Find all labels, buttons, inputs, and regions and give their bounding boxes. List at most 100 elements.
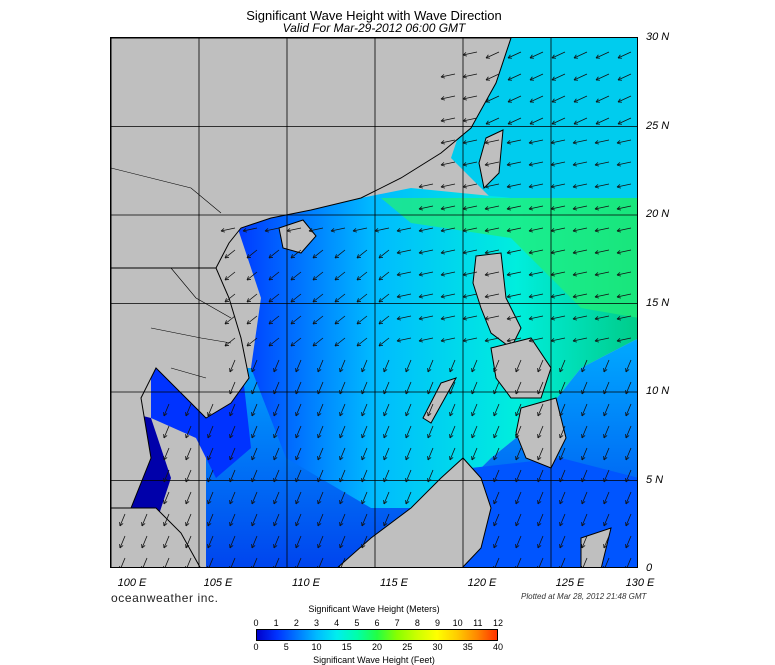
wave-arrow-head	[594, 338, 599, 342]
wave-arrow-head	[273, 413, 278, 417]
wave-arrow-head	[383, 479, 388, 483]
wave-arrow-head	[268, 298, 271, 303]
wave-arrow-head	[625, 369, 630, 373]
lat-label-20n: 20 N	[646, 208, 670, 220]
wave-arrow-head	[418, 228, 423, 232]
wave-arrow-head	[550, 206, 555, 210]
wave-arrow-head	[142, 567, 145, 568]
wave-arrow	[427, 381, 434, 395]
wave-arrow-head	[330, 230, 335, 233]
wave-arrow	[440, 271, 456, 276]
wave-arrow-head	[484, 184, 489, 188]
wave-arrow	[334, 271, 346, 281]
wave-arrow-head	[246, 344, 252, 347]
wave-arrow	[581, 359, 588, 373]
wave-arrow	[572, 337, 588, 342]
wave-arrow	[626, 557, 632, 567]
wave-arrow	[418, 337, 434, 342]
wave-arrow-head	[356, 278, 362, 281]
wave-arrow	[334, 249, 346, 259]
wave-arrow-head	[378, 298, 381, 303]
wave-arrow	[418, 293, 434, 298]
feet-tick-label: 30	[432, 642, 443, 652]
wave-arrow	[537, 381, 544, 395]
wave-arrow	[603, 403, 610, 417]
wave-arrow	[295, 381, 302, 395]
wave-arrow	[462, 337, 478, 342]
wave-arrow	[207, 425, 214, 439]
wave-arrow-head	[273, 545, 278, 549]
wave-arrow-head	[295, 479, 300, 483]
wave-arrow-head	[418, 294, 423, 298]
wave-arrow	[559, 447, 566, 461]
wave-arrow	[141, 513, 148, 527]
wave-arrow-head	[485, 98, 489, 103]
wave-arrow-head	[242, 230, 247, 233]
wave-arrow-head	[595, 120, 599, 125]
wave-arrow	[268, 271, 280, 281]
wave-arrow-head	[268, 300, 274, 303]
wave-arrow	[581, 491, 588, 505]
wave-arrow-head	[312, 254, 315, 259]
wave-arrow-head	[484, 140, 489, 144]
wave-arrow	[440, 205, 456, 210]
wave-arrow-head	[462, 208, 467, 211]
wave-arrow	[273, 469, 280, 483]
wave-arrow-head	[246, 256, 252, 259]
wave-arrow	[290, 271, 302, 281]
wave-arrow-head	[339, 479, 344, 483]
wave-arrow-head	[229, 479, 234, 483]
wave-arrow	[339, 381, 346, 395]
wave-arrow	[494, 557, 500, 567]
wave-arrow-head	[185, 457, 190, 461]
wave-arrow	[163, 491, 170, 505]
wave-arrow-head	[418, 272, 423, 276]
wave-arrow-head	[224, 320, 227, 325]
wave-arrow-head	[339, 391, 344, 395]
wave-arrow	[312, 293, 324, 303]
wave-arrow	[273, 381, 280, 395]
wave-arrow-head	[361, 369, 366, 373]
wave-arrow	[246, 315, 258, 325]
wave-arrow	[449, 359, 456, 373]
wave-arrow	[440, 227, 456, 232]
wave-arrow-head	[334, 300, 340, 303]
wave-arrow-head	[550, 316, 555, 320]
wave-arrow-head	[581, 435, 586, 439]
wave-arrow-head	[581, 413, 586, 417]
wave-arrow	[449, 403, 456, 417]
wave-arrow-head	[506, 142, 511, 145]
wave-arrow-head	[427, 391, 432, 395]
wave-arrow-head	[462, 164, 467, 167]
wave-arrow-head	[286, 228, 291, 232]
wave-arrow-head	[339, 413, 344, 417]
wave-arrow	[427, 447, 434, 461]
chart-subtitle: Valid For Mar-29-2012 06:00 GMT	[282, 21, 466, 35]
wave-arrow-head	[485, 120, 489, 125]
wave-arrow-head	[440, 118, 445, 122]
wave-arrow-head	[594, 230, 599, 233]
wave-arrow	[471, 403, 478, 417]
wave-arrow-head	[484, 294, 489, 298]
wave-arrow-head	[462, 52, 467, 56]
wave-arrow	[339, 469, 346, 483]
wave-arrow-head	[246, 276, 249, 281]
wave-arrow	[581, 469, 588, 483]
wave-arrow-head	[484, 316, 489, 320]
wave-arrow	[506, 271, 522, 276]
wave-arrow	[295, 403, 302, 417]
wave-arrow-head	[581, 501, 586, 505]
wave-arrow-head	[581, 391, 586, 395]
wave-arrow-head	[339, 545, 344, 549]
wave-arrow-head	[462, 162, 467, 166]
wave-arrow	[537, 535, 544, 549]
wave-arrow-head	[440, 74, 445, 78]
wave-arrow	[506, 249, 522, 254]
wave-direction-arrows	[119, 51, 632, 568]
sea-south-china	[231, 188, 637, 538]
wave-arrow-head	[594, 340, 599, 343]
land-taiwan	[478, 129, 504, 190]
wave-arrow-head	[560, 567, 563, 568]
wave-arrow-head	[224, 322, 230, 325]
wave-arrow	[383, 381, 390, 395]
